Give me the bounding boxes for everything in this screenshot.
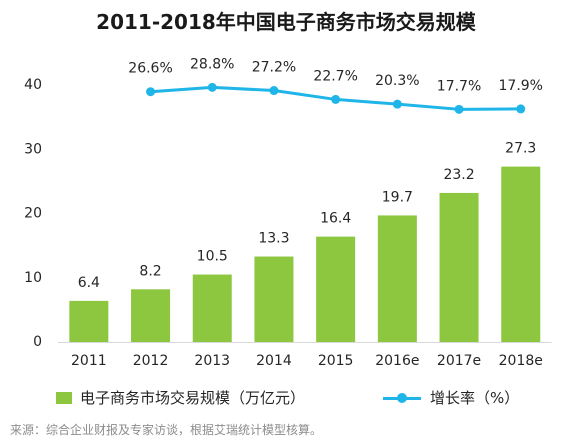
percent-suffix: %: [530, 78, 543, 94]
bar-value-label: 23.2: [443, 167, 474, 183]
legend: 电子商务市场交易规模（万亿元） 增长率（%）: [0, 388, 572, 408]
bar-2014: [254, 256, 294, 342]
growth-rate-value: 27.2: [252, 60, 283, 76]
growth-rate-value: 20.3: [375, 73, 406, 89]
bar-value-label: 6.4: [78, 275, 100, 291]
x-tick-label: 2018e: [499, 353, 543, 369]
bar-value-label: 16.4: [320, 211, 351, 227]
growth-rate-value: 22.7: [313, 68, 344, 84]
percent-suffix: %: [159, 61, 172, 77]
y-tick-label: 40: [24, 77, 42, 93]
percent-suffix: %: [283, 60, 296, 76]
growth-rate-value: 28.8: [190, 56, 221, 72]
x-tick-label: 2012: [133, 353, 169, 369]
bar-2015: [316, 236, 356, 342]
bar-2011: [69, 300, 109, 342]
bar-value-label: 8.2: [139, 263, 161, 279]
x-tick-label: 2017e: [437, 353, 481, 369]
growth-rate-value: 17.9: [499, 78, 530, 94]
bar-value-label: 27.3: [505, 141, 536, 157]
growth-rate-label: 17.7%: [437, 78, 481, 94]
growth-rate-marker-2017e: [454, 104, 464, 114]
growth-rate-label: 17.9%: [499, 78, 543, 94]
y-tick-label: 20: [24, 206, 42, 222]
bar-value-label: 13.3: [258, 231, 289, 247]
growth-rate-label: 26.6%: [128, 61, 172, 77]
growth-rate-marker-2015: [331, 94, 341, 104]
growth-rate-label: 27.2%: [252, 60, 296, 76]
percent-suffix: %: [406, 73, 419, 89]
growth-rate-marker-2012: [146, 87, 156, 97]
x-tick-label: 2016e: [375, 353, 419, 369]
legend-label-bar: 电子商务市场交易规模（万亿元）: [80, 389, 306, 407]
percent-suffix: %: [345, 68, 358, 84]
bar-2013: [192, 274, 232, 342]
growth-rate-label: 22.7%: [313, 68, 357, 84]
x-tick-label: 2013: [194, 353, 230, 369]
bar-2016e: [377, 215, 417, 342]
growth-rate-marker-2016e: [392, 99, 402, 109]
x-tick-label: 2011: [71, 353, 107, 369]
legend-label-line: 增长率（%）: [430, 389, 520, 407]
x-tick-label: 2015: [318, 353, 354, 369]
source-note: 来源：综合企业财报及专家访谈，根据艾瑞统计模型核算。: [10, 423, 323, 437]
growth-rate-value: 17.7: [437, 78, 468, 94]
y-tick-label: 10: [24, 270, 42, 286]
y-tick-label: 30: [24, 141, 42, 157]
growth-rate-value: 26.6: [128, 61, 159, 77]
growth-rate-marker-2013: [207, 82, 217, 92]
x-tick-label: 2014: [256, 353, 292, 369]
bar-value-label: 19.7: [382, 189, 413, 205]
legend-swatch-line: [383, 393, 421, 403]
chart-title: 2011-2018年中国电子商务市场交易规模: [96, 10, 476, 34]
bar-2012: [131, 289, 171, 342]
legend-swatch-bar: [56, 392, 72, 404]
growth-rate-marker-2014: [269, 86, 279, 96]
y-tick-label: 0: [33, 334, 42, 350]
growth-rate-marker-2018e: [516, 104, 526, 114]
growth-rate-label: 20.3%: [375, 73, 419, 89]
percent-suffix: %: [221, 56, 234, 72]
percent-suffix: %: [468, 78, 481, 94]
growth-rate-label: 28.8%: [190, 56, 234, 72]
legend-swatch-line-marker: [397, 393, 407, 403]
bar-value-label: 10.5: [197, 249, 228, 265]
bar-2017e: [439, 192, 479, 342]
bar-2018e: [501, 166, 541, 342]
